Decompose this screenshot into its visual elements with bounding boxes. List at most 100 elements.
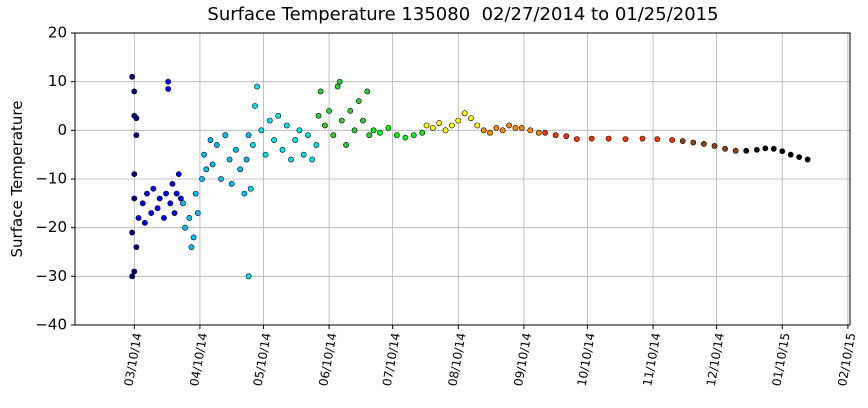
y-tick-label: −20 bbox=[35, 218, 67, 236]
y-tick-label: 20 bbox=[48, 24, 67, 42]
point bbox=[175, 171, 182, 178]
point bbox=[129, 273, 136, 280]
point bbox=[743, 147, 750, 154]
point bbox=[669, 137, 676, 143]
point bbox=[402, 134, 409, 141]
point bbox=[171, 210, 178, 216]
x-tick-label: 09/10/14 bbox=[511, 332, 534, 388]
point bbox=[542, 129, 548, 136]
point bbox=[588, 135, 595, 142]
point bbox=[243, 156, 250, 163]
point bbox=[393, 132, 400, 139]
x-tick-label: 01/10/15 bbox=[769, 332, 792, 388]
point bbox=[292, 137, 299, 143]
point bbox=[732, 147, 739, 154]
x-tick-label: 10/10/14 bbox=[575, 332, 598, 388]
point bbox=[370, 127, 377, 134]
point bbox=[271, 137, 277, 143]
point bbox=[283, 122, 290, 129]
point bbox=[305, 132, 311, 139]
point bbox=[321, 122, 328, 129]
point bbox=[639, 135, 646, 142]
point bbox=[148, 210, 155, 216]
point bbox=[167, 200, 174, 207]
point bbox=[429, 125, 436, 131]
point bbox=[442, 127, 449, 134]
point bbox=[419, 129, 426, 136]
point bbox=[377, 129, 383, 136]
point bbox=[163, 190, 169, 197]
point bbox=[527, 127, 534, 134]
point bbox=[233, 146, 239, 153]
point bbox=[252, 103, 258, 109]
point bbox=[338, 117, 345, 124]
point bbox=[131, 88, 138, 95]
chart-title: Surface Temperature 135080 02/27/2014 to… bbox=[207, 4, 718, 25]
point bbox=[480, 127, 487, 134]
x-tick-label: 03/10/14 bbox=[122, 332, 145, 388]
point bbox=[249, 142, 256, 148]
point bbox=[262, 151, 269, 158]
point bbox=[461, 110, 468, 117]
point bbox=[203, 166, 210, 173]
point bbox=[364, 88, 371, 95]
x-tick-label: 07/10/14 bbox=[380, 332, 403, 388]
point bbox=[351, 127, 358, 134]
point bbox=[336, 78, 343, 85]
y-tick-label: −40 bbox=[35, 316, 67, 334]
point bbox=[254, 83, 261, 90]
point bbox=[129, 73, 136, 80]
point bbox=[360, 117, 366, 124]
point bbox=[679, 138, 686, 144]
point bbox=[552, 132, 559, 139]
point bbox=[150, 185, 157, 192]
point bbox=[385, 125, 392, 131]
point bbox=[213, 142, 220, 148]
point bbox=[436, 120, 443, 126]
point bbox=[330, 132, 337, 139]
point bbox=[334, 83, 341, 90]
y-tick-label: 0 bbox=[57, 121, 67, 139]
point bbox=[173, 190, 180, 197]
point bbox=[182, 224, 189, 231]
point bbox=[366, 132, 373, 139]
point bbox=[296, 127, 303, 134]
y-tick-label: −10 bbox=[35, 170, 67, 188]
point bbox=[180, 200, 186, 207]
point bbox=[605, 135, 612, 142]
point bbox=[190, 234, 197, 241]
point bbox=[237, 166, 244, 173]
x-tick-label: 06/10/14 bbox=[316, 332, 339, 388]
point bbox=[468, 115, 474, 122]
point bbox=[563, 133, 570, 140]
point bbox=[804, 156, 811, 163]
point bbox=[186, 215, 193, 221]
point bbox=[309, 156, 316, 163]
y-tick-label: 10 bbox=[48, 72, 67, 90]
point bbox=[317, 88, 324, 95]
point bbox=[779, 148, 786, 155]
x-tick-label: 12/10/14 bbox=[704, 332, 727, 388]
point bbox=[700, 141, 707, 147]
point bbox=[622, 136, 629, 142]
x-tick-label: 05/10/14 bbox=[251, 332, 274, 388]
point bbox=[512, 125, 519, 131]
point bbox=[722, 145, 728, 152]
point bbox=[654, 136, 661, 142]
point bbox=[455, 117, 462, 124]
x-tick-label: 02/10/15 bbox=[835, 332, 858, 388]
point bbox=[326, 107, 332, 114]
point bbox=[423, 122, 430, 129]
point bbox=[535, 129, 542, 136]
point bbox=[315, 112, 322, 119]
point bbox=[188, 244, 195, 251]
point bbox=[218, 176, 225, 182]
point bbox=[487, 129, 493, 136]
point bbox=[133, 115, 140, 122]
point bbox=[499, 127, 506, 134]
point bbox=[169, 180, 176, 187]
point bbox=[410, 132, 417, 139]
point bbox=[228, 180, 235, 187]
point bbox=[796, 154, 803, 160]
